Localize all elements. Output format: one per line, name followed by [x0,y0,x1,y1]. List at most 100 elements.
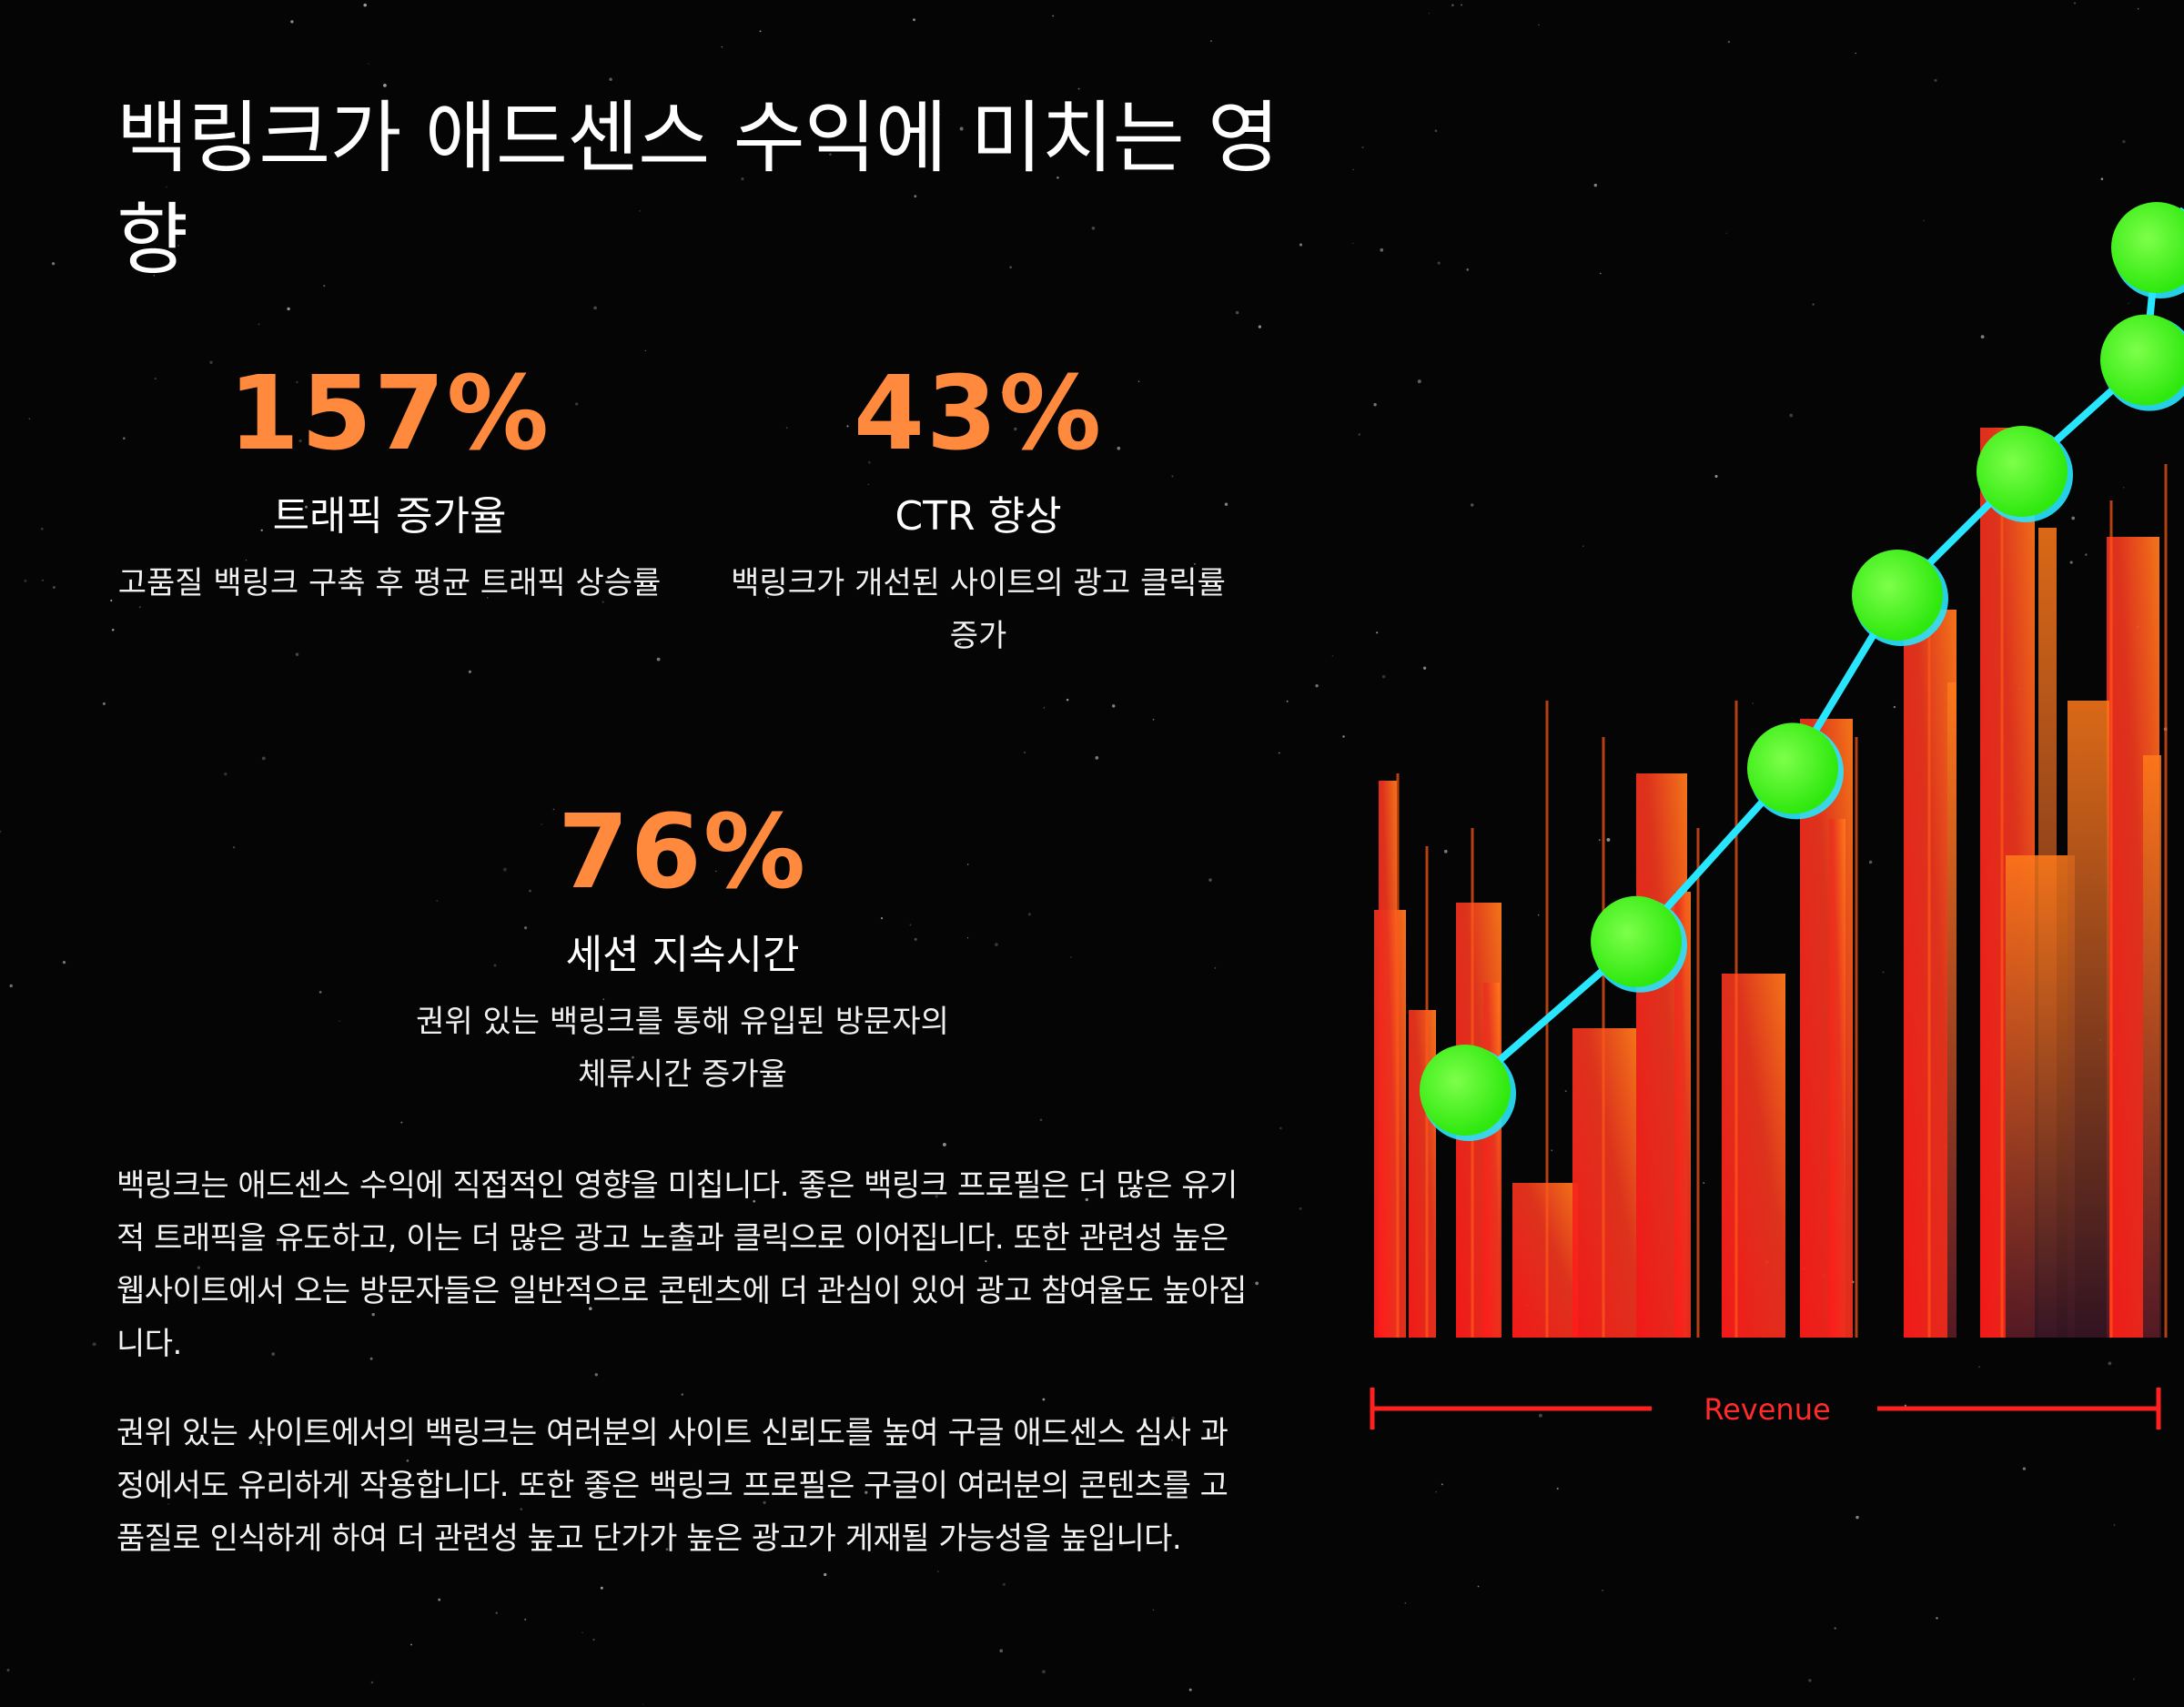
star [410,1643,412,1646]
star [1441,1483,1443,1486]
star [1101,1293,1105,1297]
star [639,210,641,212]
star [1214,967,1217,969]
star [493,964,497,967]
star [1039,1118,1043,1122]
star [552,808,555,811]
star [1727,40,1731,44]
star [1434,129,1438,132]
star [959,126,964,131]
star [1037,1237,1040,1239]
star [767,596,769,599]
star [642,1703,644,1705]
star [1023,751,1026,754]
star [276,1241,280,1246]
star [985,1260,987,1263]
star [2069,561,2073,564]
trend-dot [2111,202,2184,293]
star [2022,1467,2027,1470]
star [524,926,528,930]
star [824,1572,827,1577]
star [295,652,299,656]
star [1331,655,1334,657]
star [1042,1670,1046,1674]
star [753,1199,756,1203]
star [1057,177,1059,179]
star [1703,1182,1705,1184]
star [575,402,579,406]
star [942,1142,946,1146]
axis-label: Revenue [1704,1392,1830,1427]
star [1361,146,1364,149]
chart-bars [1374,428,2168,1338]
chart-bar [2143,755,2161,1338]
star [602,601,604,603]
star [1194,562,1196,565]
star [644,349,646,352]
star [167,1503,169,1505]
stat-traffic: 157% 트래픽 증가율 고품질 백링크 구축 후 평균 트래픽 상승률 [116,355,662,610]
stat-description: 고품질 백링크 구축 후 평균 트래픽 상승률 [117,565,662,601]
star [291,1234,295,1237]
trend-dot [1591,895,1682,987]
star [154,378,157,379]
star [529,889,531,893]
star [209,360,213,365]
star [258,1440,263,1445]
star [368,63,369,65]
star [1235,310,1239,315]
star [370,1681,374,1684]
chart-bar [1674,892,1691,1338]
stat-value: 157% [228,355,551,473]
star [468,670,471,673]
star [1171,1416,1175,1420]
star [1209,40,1212,43]
stat-value: 43% [853,355,1104,473]
star [524,1618,527,1621]
star [1582,545,1584,547]
star [260,529,263,531]
star [138,606,141,609]
star [2100,177,2104,180]
star [1978,1366,1980,1368]
star [2122,139,2126,144]
star [1477,1585,1480,1588]
star [1606,837,1611,842]
star [1001,391,1004,394]
content-panel: 백링크가 애드센스 수익에 미치는 영향 157% 트래픽 증가율 고품질 백링… [116,93,1279,1557]
star [589,1307,592,1310]
star [1714,474,1718,479]
star [436,899,439,903]
star [400,1121,403,1124]
star [1466,268,1470,271]
star [363,3,367,7]
star [177,245,179,247]
star [1299,243,1303,247]
star [1002,1582,1006,1586]
star [1934,78,1937,82]
revenue-growth-illustration: Revenue [1370,202,2184,1429]
star [864,1490,868,1494]
star [1352,242,1354,245]
star [1152,719,1155,721]
star [1085,1197,1089,1202]
star [1315,684,1319,688]
star [1066,698,1069,702]
stat-label: CTR 향상 [895,493,1062,540]
star [1373,403,1377,407]
star [1188,1688,1192,1692]
star [935,1195,938,1198]
star [339,1020,340,1022]
star [995,1488,998,1490]
star [1380,247,1384,252]
star [42,580,44,581]
star [721,45,723,48]
star [1027,913,1031,916]
chart-bar [1512,1183,1578,1338]
star [438,1598,441,1601]
star [632,1056,634,1059]
star [867,483,869,486]
star [1009,266,1012,268]
star [1043,707,1045,709]
star [1417,379,1421,384]
